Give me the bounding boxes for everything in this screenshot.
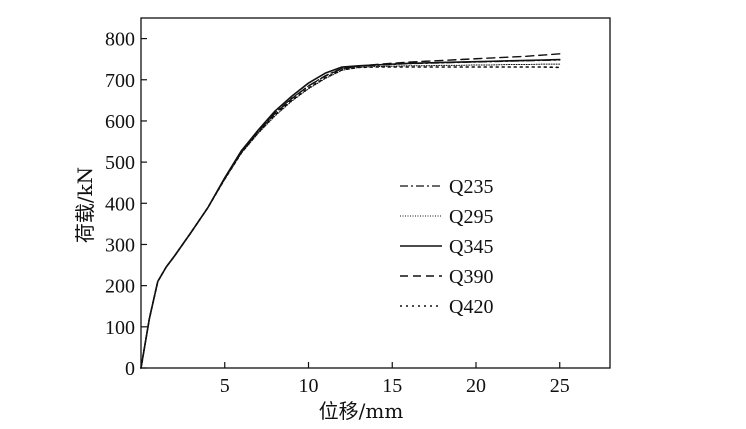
legend-label-q295: Q295 [449,206,493,228]
legend-label-q390: Q390 [449,266,493,288]
y-tick-label: 0 [125,358,135,380]
series-line-q390 [140,53,561,369]
axis-ticks: 5 10 15 20 25 0 100 200 300 400 500 600 700 800 [105,29,570,397]
y-tick-label: 500 [105,152,135,174]
y-tick-label: 200 [105,276,135,298]
plot-area [140,17,611,369]
series-line-q295 [140,63,561,369]
legend-label-q420: Q420 [449,296,493,318]
plot-frame [140,17,611,369]
legend-label-q345: Q345 [449,236,493,258]
y-tick-label: 600 [105,111,135,133]
y-axis-title: 荷载/kN [73,167,97,243]
x-axis-title: 位移/mm [319,399,404,423]
y-tick-label: 800 [105,29,135,51]
y-tick-label: 400 [105,193,135,215]
y-tick-label: 700 [105,70,135,92]
y-tick-label: 300 [105,234,135,256]
series-line-q420 [140,66,561,369]
legend-label-q235: Q235 [449,176,493,198]
x-tick-label: 25 [550,375,570,397]
legend: Q235 Q295 Q345 Q390 Q420 [400,176,493,318]
x-tick-label: 15 [382,375,402,397]
series-layer [140,53,561,369]
x-tick-label: 20 [466,375,486,397]
y-tick-label: 100 [105,317,135,339]
x-tick-label: 5 [220,375,230,397]
x-tick-label: 10 [299,375,319,397]
